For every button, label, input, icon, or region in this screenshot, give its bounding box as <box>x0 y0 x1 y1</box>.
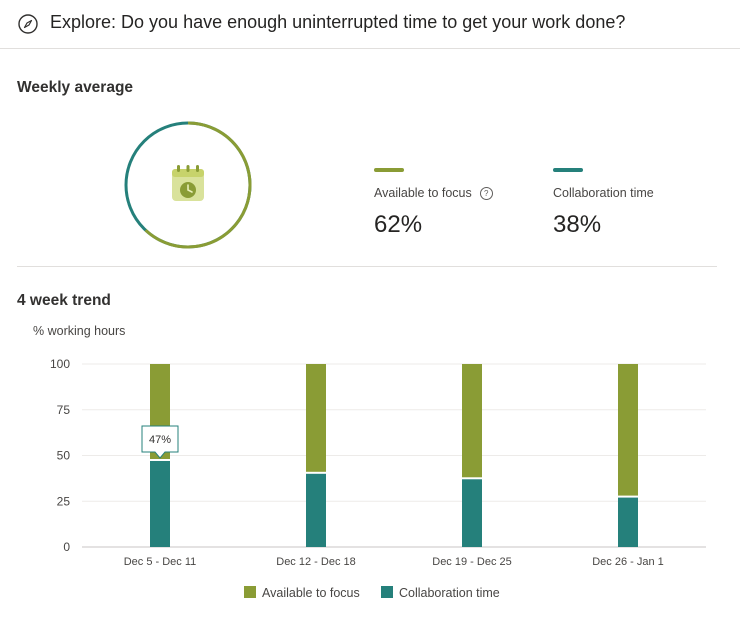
help-icon[interactable]: ? <box>479 187 493 200</box>
y-axis-label: % working hours <box>33 324 126 338</box>
focus-summary-label: Available to focus <box>374 186 472 200</box>
x-tick-label: Dec 19 - Dec 25 <box>432 556 511 568</box>
tooltip-box <box>141 425 179 459</box>
focus-summary: Available to focus? 62% <box>374 168 493 238</box>
collab-summary: Collaboration time 38% <box>553 168 654 238</box>
y-tick-label: 75 <box>57 403 71 417</box>
collab-bar <box>462 479 482 547</box>
collab-summary-value: 38% <box>553 211 602 238</box>
y-tick-label: 50 <box>57 449 71 463</box>
legend-item-collab[interactable]: Collaboration time <box>381 586 500 600</box>
page-title: Explore: Do you have enough uninterrupte… <box>50 12 626 32</box>
page-header: Explore: Do you have enough uninterrupte… <box>0 0 740 49</box>
y-tick-label: 25 <box>57 494 71 508</box>
collab-swatch <box>381 586 393 598</box>
collab-bar <box>306 473 326 547</box>
focus-summary-value: 62% <box>374 211 423 238</box>
x-tick-label: Dec 12 - Dec 18 <box>276 556 355 568</box>
focus-color-line <box>374 168 404 172</box>
focus-swatch <box>244 586 256 598</box>
focus-bar <box>306 364 326 472</box>
legend-focus-label: Available to focus <box>262 586 360 600</box>
y-tick-label: 0 <box>63 540 70 554</box>
trend-bar-chart: 0 25 50 75 100 Dec 5 - Dec 11 Dec 12 - Dec 18 D… <box>50 357 706 568</box>
legend-collab-label: Collaboration time <box>399 586 500 600</box>
bar-tooltip: 47% <box>141 425 179 459</box>
tooltip-value: 47% <box>149 434 171 446</box>
collab-bar <box>150 460 170 547</box>
legend-item-focus[interactable]: Available to focus <box>244 586 360 600</box>
x-tick-label: Dec 26 - Jan 1 <box>592 556 664 568</box>
section-divider <box>17 266 717 267</box>
collab-summary-label: Collaboration time <box>553 186 654 200</box>
chart-legend: Available to focus Collaboration time <box>0 586 740 606</box>
focus-bar <box>462 364 482 478</box>
focus-arc <box>144 121 252 249</box>
weekly-average-title: Weekly average <box>17 79 134 96</box>
x-tick-label: Dec 5 - Dec 11 <box>124 556 197 568</box>
weekly-donut-chart <box>124 121 252 249</box>
calendar-clock-icon <box>172 165 204 201</box>
y-tick-label: 100 <box>50 357 70 371</box>
collab-bar <box>618 497 638 547</box>
focus-bar <box>618 364 638 496</box>
trend-title: 4 week trend <box>17 292 111 309</box>
collab-color-line <box>553 168 583 172</box>
compass-icon <box>18 14 38 34</box>
